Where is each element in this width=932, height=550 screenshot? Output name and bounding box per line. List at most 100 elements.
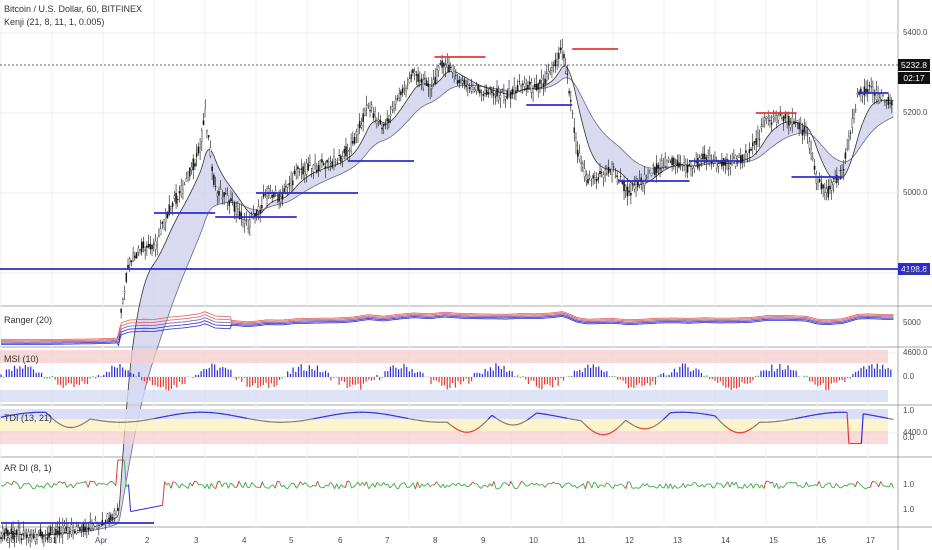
ardi-line xyxy=(64,481,68,488)
ardi-line xyxy=(15,481,19,485)
candle-body xyxy=(209,147,212,157)
tdi-line xyxy=(84,420,88,424)
candle-body xyxy=(530,82,533,93)
candle-body xyxy=(134,255,136,259)
candle-body xyxy=(817,181,819,183)
candle-body xyxy=(7,530,9,536)
candle-body xyxy=(233,202,236,212)
candle-body xyxy=(79,527,81,531)
ardi-line xyxy=(261,481,265,487)
ardi-line xyxy=(77,482,80,484)
candle-body xyxy=(676,159,678,166)
tdi-line xyxy=(752,426,755,429)
candle-body xyxy=(880,93,883,100)
tdi-line xyxy=(496,418,500,421)
ardi-line xyxy=(684,484,688,489)
candle-body xyxy=(551,67,553,71)
candle-body xyxy=(436,69,438,81)
candle-body xyxy=(297,166,299,170)
ardi-line xyxy=(438,484,442,488)
candle-body xyxy=(619,176,622,177)
candle-body xyxy=(873,93,876,96)
candle-body xyxy=(587,178,589,184)
candle-body xyxy=(664,157,666,167)
candle-body xyxy=(300,168,303,170)
tdi-line xyxy=(500,420,503,423)
candle-body xyxy=(165,212,167,223)
candle-body xyxy=(324,166,327,169)
x-tick-label: Apr xyxy=(95,536,108,545)
candle-body xyxy=(727,167,730,169)
candle-body xyxy=(839,170,842,171)
ardi-line xyxy=(60,481,63,484)
ardi-line xyxy=(578,485,582,488)
ardi-line xyxy=(259,481,263,489)
candle-body xyxy=(384,124,387,126)
candle-body xyxy=(777,115,780,121)
candle-body xyxy=(216,192,219,197)
candle-body xyxy=(0,536,2,540)
tdi-line xyxy=(81,423,84,426)
tdi-line xyxy=(732,430,735,433)
ardi-line xyxy=(242,481,246,488)
candle-body xyxy=(72,530,74,535)
ardi-line xyxy=(780,485,784,489)
candle-body xyxy=(776,115,778,123)
candle-body xyxy=(15,530,18,536)
candle-body xyxy=(238,211,241,220)
ardi-line xyxy=(278,481,282,487)
candle-body xyxy=(87,527,90,531)
candle-body xyxy=(496,88,498,97)
ardi-line xyxy=(542,484,546,488)
candle-body xyxy=(74,531,76,533)
candle-body xyxy=(769,120,771,122)
candle-body xyxy=(214,185,217,187)
candle-body xyxy=(789,124,792,128)
candle-body xyxy=(745,150,747,153)
candle-body xyxy=(321,159,323,163)
ardi-line xyxy=(663,483,667,489)
ardi-line xyxy=(727,481,731,488)
ardi-line xyxy=(128,484,132,512)
ardi-line xyxy=(323,484,327,488)
tdi-line xyxy=(607,432,610,435)
ardi-line xyxy=(468,484,471,488)
ardi-line xyxy=(861,485,865,489)
ardi-line xyxy=(98,482,102,485)
ardi-line xyxy=(472,481,476,485)
candle-body xyxy=(146,245,148,248)
y-tick-label: 5000.0 xyxy=(903,188,928,197)
ardi-line xyxy=(36,484,40,488)
candle-body xyxy=(465,84,467,88)
candle-body xyxy=(822,184,824,189)
tdi-line xyxy=(614,428,618,431)
ardi-line xyxy=(353,484,357,488)
tdi-line xyxy=(580,420,584,423)
candle-body xyxy=(528,81,531,85)
candle-body xyxy=(358,121,361,129)
ardi-line xyxy=(678,486,682,489)
candle-body xyxy=(437,66,440,71)
candle-body xyxy=(456,80,459,84)
candle-body xyxy=(576,149,579,157)
candle-body xyxy=(352,141,354,144)
ardi-line xyxy=(869,481,873,488)
candle-body xyxy=(338,154,340,157)
candle-body xyxy=(606,173,608,175)
candle-body xyxy=(365,105,368,108)
tdi-line xyxy=(750,427,753,430)
ardi-line xyxy=(602,485,605,488)
x-tick-label: 2 xyxy=(145,536,150,545)
ardi-line xyxy=(295,485,299,489)
candle-body xyxy=(84,526,86,532)
ardi-line xyxy=(593,481,597,484)
ardi-line xyxy=(608,483,612,488)
candle-body xyxy=(590,179,593,181)
ardi-line xyxy=(202,484,206,489)
tdi-line xyxy=(45,411,48,415)
ardi-line xyxy=(347,480,350,483)
chart-title: Bitcoin / U.S. Dollar, 60, BITFINEX xyxy=(4,4,143,14)
candle-body xyxy=(693,165,696,169)
candle-body xyxy=(264,194,267,196)
